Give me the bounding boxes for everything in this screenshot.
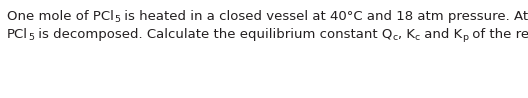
Text: c: c <box>392 34 398 43</box>
Text: and K: and K <box>420 28 462 41</box>
Text: of the reaction.: of the reaction. <box>468 28 528 41</box>
Text: is decomposed. Calculate the equilibrium constant Q: is decomposed. Calculate the equilibrium… <box>34 28 392 41</box>
Text: 5: 5 <box>114 15 120 24</box>
Text: p: p <box>462 34 468 43</box>
Text: , K: , K <box>398 28 414 41</box>
Text: One mole of PCl: One mole of PCl <box>7 10 114 23</box>
Text: PCl: PCl <box>7 28 28 41</box>
Text: 5: 5 <box>28 34 34 43</box>
Text: is heated in a closed vessel at 40°C and 18 atm pressure. At equilibrium 60% of : is heated in a closed vessel at 40°C and… <box>120 10 528 23</box>
Text: c: c <box>414 34 420 43</box>
